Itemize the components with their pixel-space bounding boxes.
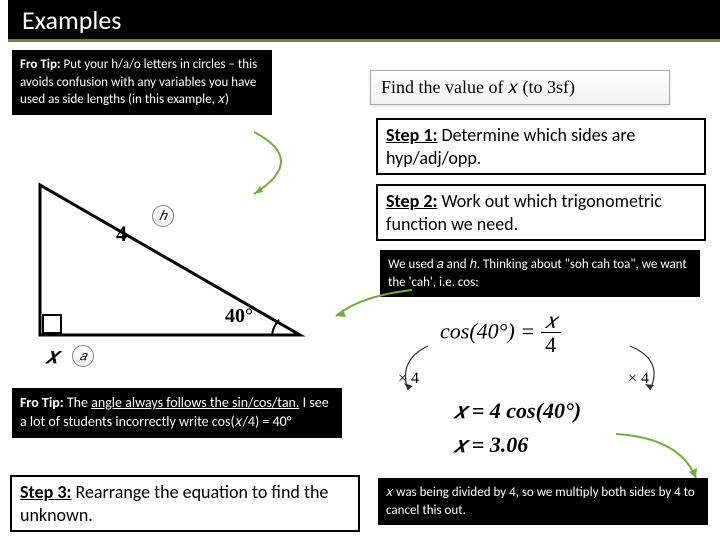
tip2-underlined: angle always follows the sin/cos/tan. bbox=[91, 394, 299, 411]
desc-1: We used 𝑎 and ℎ. Thinking about "soh cah… bbox=[380, 250, 700, 297]
desc-2: 𝑥 was being divided by 4, so we multiply… bbox=[378, 478, 708, 525]
angle-value: 40° bbox=[225, 305, 253, 328]
triangle-diagram: 4 40° 𝑥 ℎ 𝑎 bbox=[20, 165, 320, 375]
eq1-lhs: cos(40°) = bbox=[440, 319, 535, 344]
find-text: Find the value of 𝑥 (to 3sf) bbox=[381, 77, 575, 97]
title-bar: Examples bbox=[0, 0, 720, 42]
fro-tip-2: Fro Tip: The angle always follows the si… bbox=[12, 388, 342, 438]
equation-1: cos(40°) = 𝑥 4 bbox=[440, 310, 561, 357]
eq1-den: 4 bbox=[541, 333, 561, 357]
a-circle: 𝑎 bbox=[72, 345, 94, 367]
tip2-label: Fro Tip: bbox=[20, 394, 64, 411]
step-1-box: Step 1: Determine which sides are hyp/ad… bbox=[376, 118, 706, 175]
eq3-text: 𝑥 = 3.06 bbox=[454, 432, 528, 457]
tip1-label: Fro Tip: bbox=[20, 57, 61, 72]
desc1-text: We used 𝑎 and ℎ. Thinking about "soh cah… bbox=[388, 257, 687, 290]
desc2-text: 𝑥 was being divided by 4, so we multiply… bbox=[386, 485, 695, 518]
arrow-desc1 bbox=[330, 286, 420, 326]
triangle-svg bbox=[20, 165, 320, 375]
eq2-text: 𝑥 = 4 cos(40°) bbox=[454, 398, 581, 423]
arrow-left-down bbox=[390, 340, 440, 400]
step-3-box: Step 3: Rearrange the equation to find t… bbox=[10, 475, 360, 532]
equation-3: 𝑥 = 3.06 bbox=[454, 432, 528, 458]
tip2-prefix: The bbox=[64, 394, 91, 411]
side-adj-value: 𝑥 bbox=[46, 343, 58, 369]
arrow-right-down bbox=[620, 340, 680, 400]
fro-tip-1: Fro Tip: Put your h/a/o letters in circl… bbox=[12, 50, 272, 115]
h-circle: ℎ bbox=[152, 205, 174, 227]
equation-2: 𝑥 = 4 cos(40°) bbox=[454, 398, 581, 424]
find-value-box: Find the value of 𝑥 (to 3sf) bbox=[370, 70, 670, 105]
eq1-num: 𝑥 bbox=[541, 310, 561, 333]
side-hyp-value: 4 bbox=[116, 221, 127, 247]
step3-label: Step 3: bbox=[20, 481, 71, 503]
step1-label: Step 1: bbox=[386, 124, 437, 146]
step2-label: Step 2: bbox=[386, 190, 437, 212]
step-2-box: Step 2: Work out which trigonometric fun… bbox=[376, 184, 706, 241]
page-title: Examples bbox=[22, 4, 121, 36]
